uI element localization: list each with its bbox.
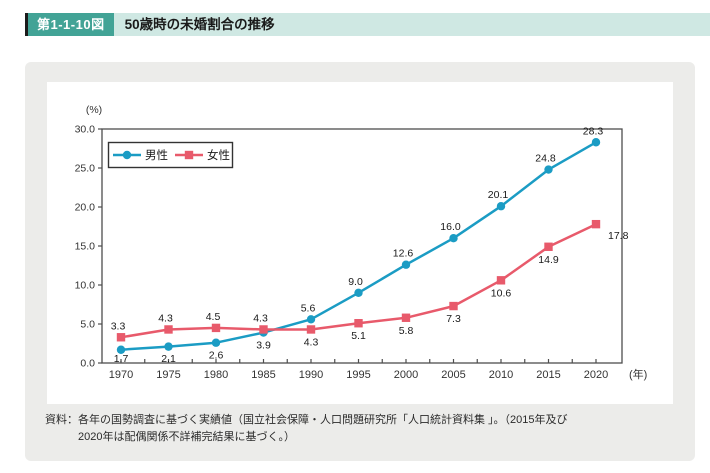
x-tick-label: 2005 [441, 369, 465, 381]
data-label: 28.3 [583, 125, 604, 137]
data-point [211, 338, 221, 347]
data-point [591, 138, 601, 147]
data-label: 24.8 [535, 153, 556, 165]
y-axis: 30.0 25.0 20.0 15.0 10.0 5.0 0.0 [75, 124, 102, 370]
data-point [164, 342, 173, 351]
x-tick-label: 2000 [394, 369, 418, 381]
y-tick-label: 15.0 [75, 241, 96, 253]
data-point [116, 333, 126, 342]
data-point [591, 219, 601, 229]
x-tick-label: 1990 [299, 369, 323, 381]
data-label: 14.9 [538, 254, 559, 266]
x-axis-unit-label: (年) [629, 367, 647, 381]
data-point [449, 301, 458, 311]
data-point [449, 234, 458, 243]
x-tick-label: 2010 [489, 369, 513, 381]
data-label: 10.6 [491, 287, 512, 299]
line-chart: (%) 30.0 25.0 20.0 15.0 10.0 5.0 0.0 1970 1975 198… [75, 104, 648, 381]
data-point [496, 202, 506, 211]
series-female: 3.3 4.3 4.5 4.3 4.3 5.1 5.8 7.3 10.6 14.9 17.8 [111, 219, 629, 348]
legend-label-male: 男性 [145, 148, 168, 162]
data-point [259, 325, 268, 334]
x-tick-label: 1980 [204, 369, 228, 381]
data-point [164, 325, 173, 334]
data-label: 4.3 [304, 336, 319, 348]
x-tick-label: 1975 [156, 369, 180, 381]
data-label: 4.3 [253, 312, 268, 324]
data-label: 7.3 [446, 313, 461, 325]
data-label: 5.1 [351, 330, 366, 342]
data-point [544, 242, 553, 251]
figure-title: 50歳時の未婚割合の推移 [113, 13, 710, 36]
legend-male-marker-icon [122, 150, 132, 160]
figure-header: 第1-1-10図 50歳時の未婚割合の推移 [25, 13, 710, 36]
data-label: 17.8 [608, 230, 629, 242]
figure-panel: (%) 30.0 25.0 20.0 15.0 10.0 5.0 0.0 1970 1975 198… [25, 62, 695, 461]
y-tick-label: 25.0 [75, 163, 96, 175]
data-point [354, 288, 363, 297]
data-point [306, 325, 316, 334]
chart-card: (%) 30.0 25.0 20.0 15.0 10.0 5.0 0.0 1970 1975 198… [47, 82, 673, 404]
data-label: 3.9 [256, 340, 271, 352]
data-point [211, 323, 221, 333]
source-note-line2: 2020年は配偶関係不詳補完結果に基づく。） [78, 431, 295, 444]
data-label: 16.0 [440, 221, 461, 233]
y-tick-label: 0.0 [80, 358, 95, 370]
data-point [401, 313, 411, 322]
figure-number-badge: 第1-1-10図 [25, 13, 114, 36]
x-axis: 1970 1975 1980 1985 1990 1995 2000 2005 2010 2015… [109, 359, 647, 381]
data-point [544, 165, 553, 174]
y-axis-unit-label: (%) [86, 104, 102, 116]
data-point [496, 276, 506, 285]
x-tick-label: 1985 [251, 369, 275, 381]
data-label: 4.5 [206, 311, 221, 323]
data-label: 9.0 [348, 276, 363, 288]
data-point [354, 319, 363, 328]
data-point [116, 345, 126, 354]
data-label: 2.6 [209, 350, 224, 362]
data-label: 5.8 [399, 325, 414, 337]
legend-female-marker-icon [184, 150, 194, 160]
data-label: 1.7 [114, 353, 129, 365]
x-tick-label: 1995 [346, 369, 370, 381]
data-point [306, 315, 316, 324]
data-label: 3.3 [111, 320, 126, 332]
x-tick-label: 2015 [536, 369, 560, 381]
data-label: 5.6 [301, 302, 316, 314]
data-label: 2.1 [161, 353, 176, 365]
legend: 男性 女性 [107, 141, 234, 169]
source-note: 資料：各年の国勢調査に基づく実績値（国立社会保障・人口問題研究所「人口統計資料集… [45, 412, 685, 446]
data-label: 4.3 [158, 312, 173, 324]
series-line [120, 141, 597, 351]
data-point [401, 260, 411, 269]
x-tick-label: 2020 [584, 369, 608, 381]
data-label: 20.1 [488, 189, 509, 201]
y-tick-label: 5.0 [80, 319, 95, 331]
x-tick-label: 1970 [109, 369, 133, 381]
y-tick-label: 30.0 [75, 124, 96, 136]
data-label: 12.6 [393, 248, 414, 260]
y-tick-label: 20.0 [75, 202, 96, 214]
source-note-line1: 資料：各年の国勢調査に基づく実績値（国立社会保障・人口問題研究所「人口統計資料集… [45, 414, 568, 426]
legend-label-female: 女性 [207, 148, 230, 162]
y-tick-label: 10.0 [75, 280, 96, 292]
